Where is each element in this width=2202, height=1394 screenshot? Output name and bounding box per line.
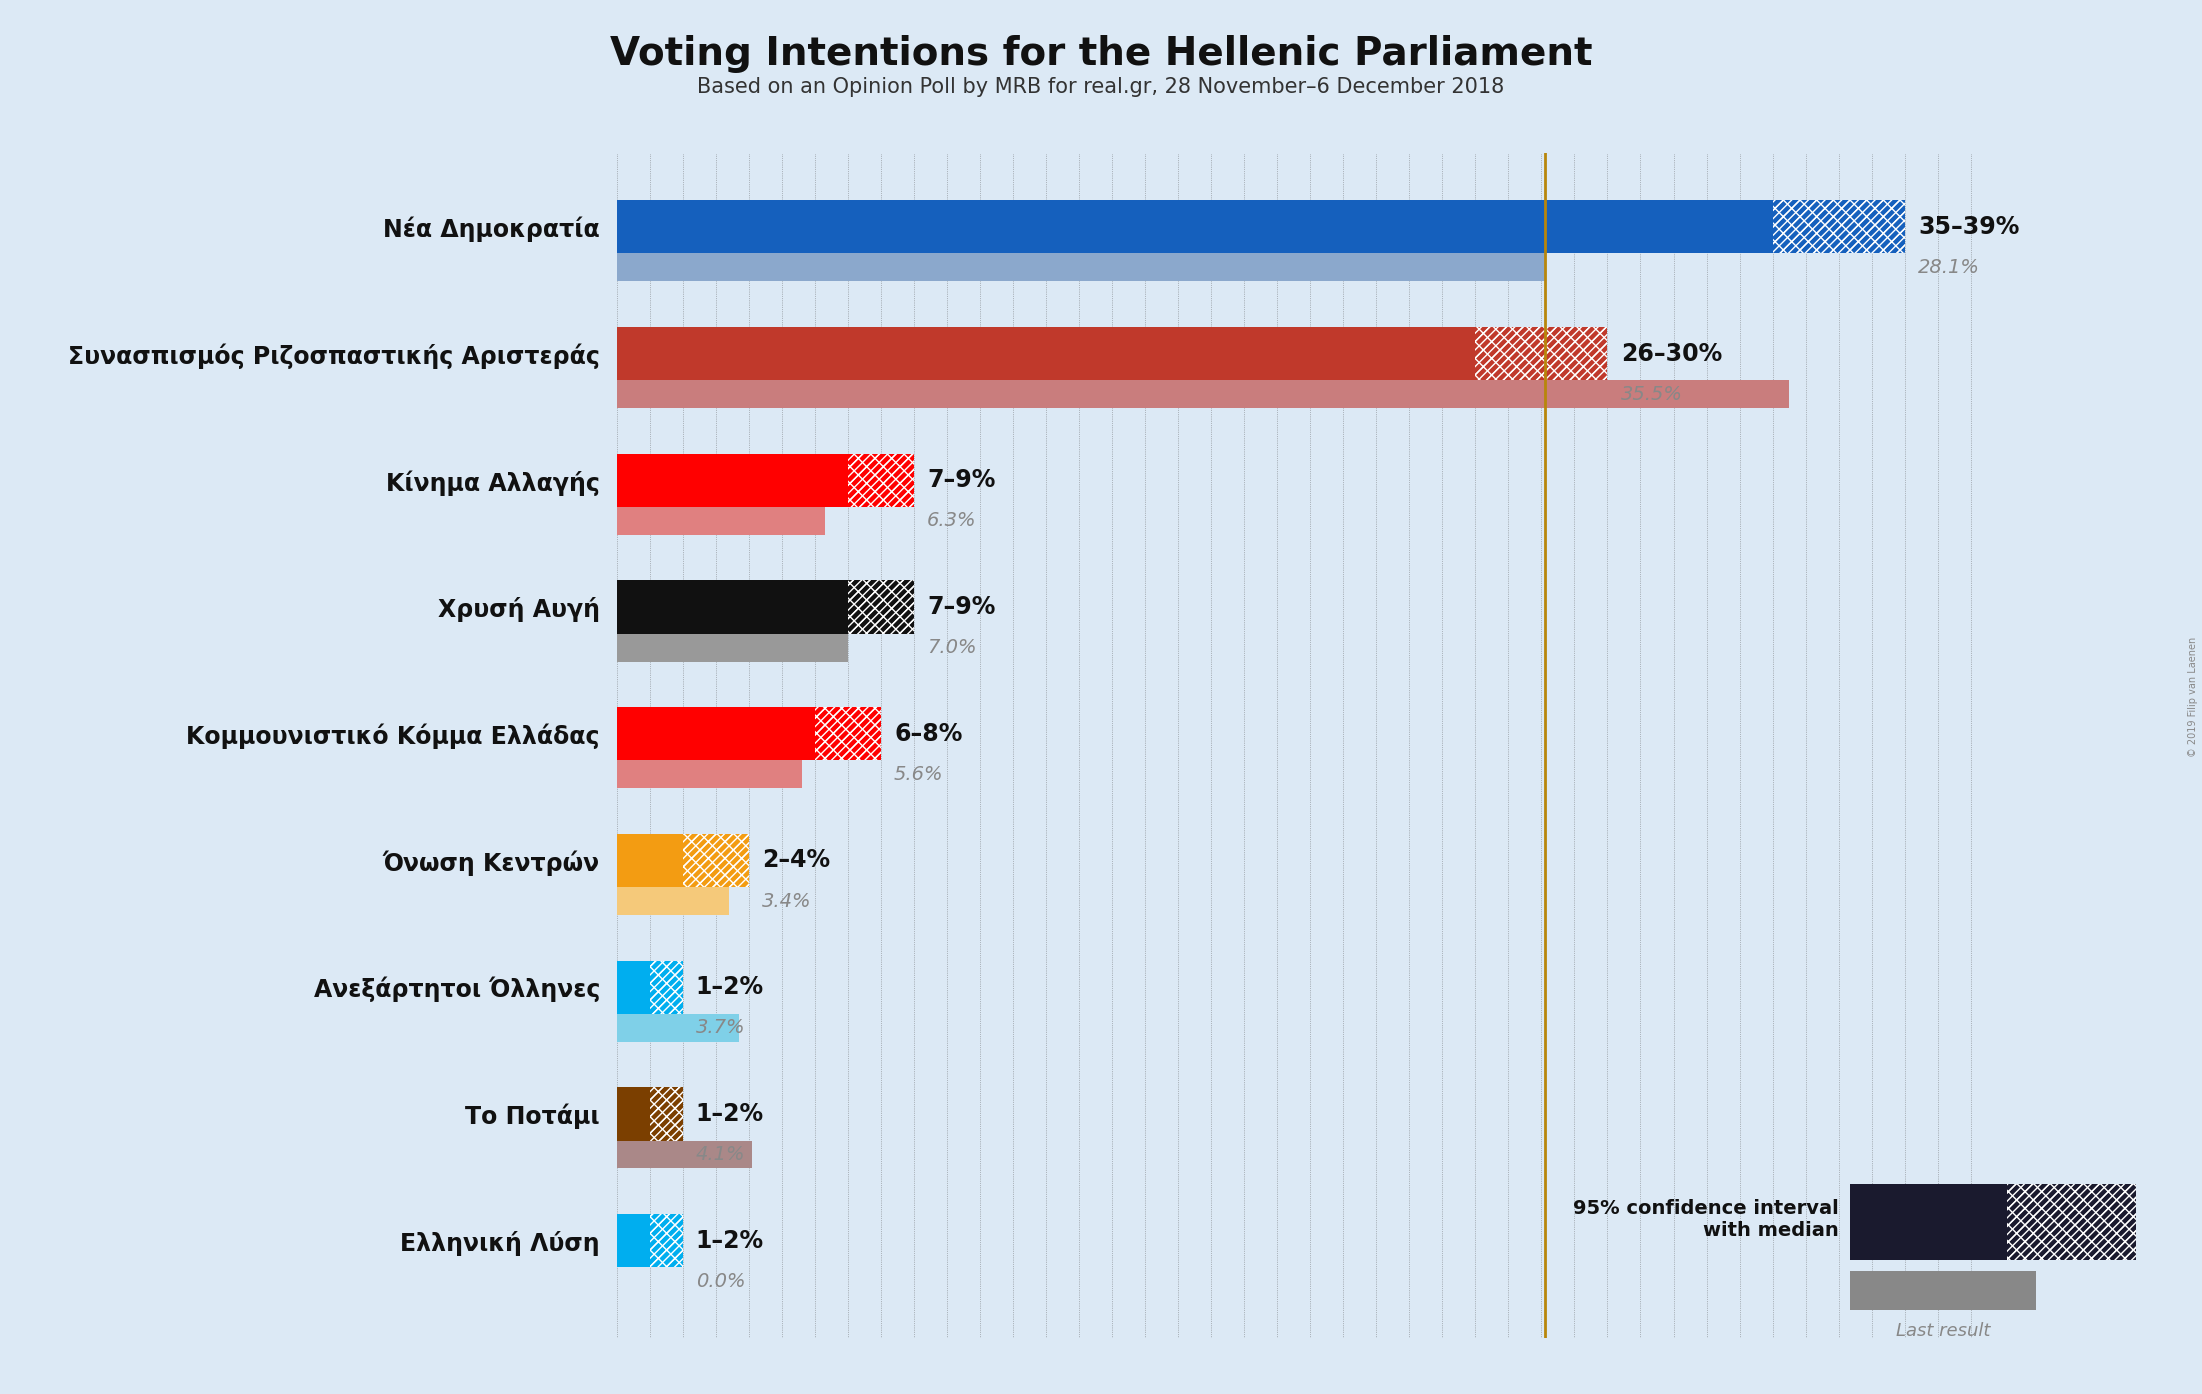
Bar — [815, 707, 881, 760]
Text: 35.5%: 35.5% — [1621, 385, 1682, 404]
Bar — [848, 580, 914, 634]
Text: 1–2%: 1–2% — [696, 1228, 764, 1253]
Bar — [1773, 201, 1905, 254]
Bar — [650, 960, 683, 1013]
Bar — [617, 960, 650, 1013]
Bar — [1475, 328, 1607, 381]
Text: 26–30%: 26–30% — [1621, 342, 1722, 365]
Text: Voting Intentions for the Hellenic Parliament: Voting Intentions for the Hellenic Parli… — [610, 35, 1592, 72]
Bar — [617, 580, 848, 634]
Text: 0.0%: 0.0% — [696, 1271, 744, 1291]
Bar — [1475, 328, 1607, 381]
Bar — [617, 507, 826, 535]
Bar — [617, 834, 683, 887]
Bar — [617, 453, 848, 507]
Text: 4.1%: 4.1% — [696, 1144, 744, 1164]
Bar — [650, 1087, 683, 1140]
Text: 1–2%: 1–2% — [696, 976, 764, 999]
Bar — [617, 381, 1788, 408]
Text: Last result: Last result — [1896, 1322, 1991, 1340]
Bar — [617, 201, 1773, 254]
Bar — [617, 887, 729, 914]
Text: 3.4%: 3.4% — [762, 892, 810, 910]
Text: 6–8%: 6–8% — [894, 722, 962, 746]
Bar — [650, 1214, 683, 1267]
Bar — [617, 1140, 753, 1168]
Bar — [683, 834, 749, 887]
Text: 7.0%: 7.0% — [927, 638, 975, 657]
Text: Based on an Opinion Poll by MRB for real.gr, 28 November–6 December 2018: Based on an Opinion Poll by MRB for real… — [698, 77, 1504, 96]
Bar — [617, 254, 1546, 282]
Text: 2–4%: 2–4% — [762, 849, 830, 873]
Text: 7–9%: 7–9% — [927, 595, 995, 619]
Bar — [617, 328, 1475, 381]
Text: 95% confidence interval
with median: 95% confidence interval with median — [1572, 1199, 1839, 1239]
Bar — [617, 634, 848, 662]
Bar — [650, 1214, 683, 1267]
Bar — [848, 453, 914, 507]
Bar — [617, 760, 802, 788]
Bar — [617, 707, 815, 760]
Bar — [848, 453, 914, 507]
Text: 1–2%: 1–2% — [696, 1101, 764, 1126]
Text: 5.6%: 5.6% — [894, 765, 942, 783]
Text: 28.1%: 28.1% — [1918, 258, 1980, 277]
Bar — [815, 707, 881, 760]
Text: © 2019 Filip van Laenen: © 2019 Filip van Laenen — [2187, 637, 2198, 757]
Bar — [617, 1214, 650, 1267]
Bar — [650, 960, 683, 1013]
Text: 35–39%: 35–39% — [1918, 215, 2019, 238]
Bar — [1773, 201, 1905, 254]
Text: 6.3%: 6.3% — [927, 512, 975, 530]
Text: 3.7%: 3.7% — [696, 1018, 744, 1037]
Text: 7–9%: 7–9% — [927, 468, 995, 492]
Bar — [617, 1087, 650, 1140]
Bar — [650, 1087, 683, 1140]
Bar — [848, 580, 914, 634]
Bar — [617, 1013, 740, 1041]
Bar — [683, 834, 749, 887]
